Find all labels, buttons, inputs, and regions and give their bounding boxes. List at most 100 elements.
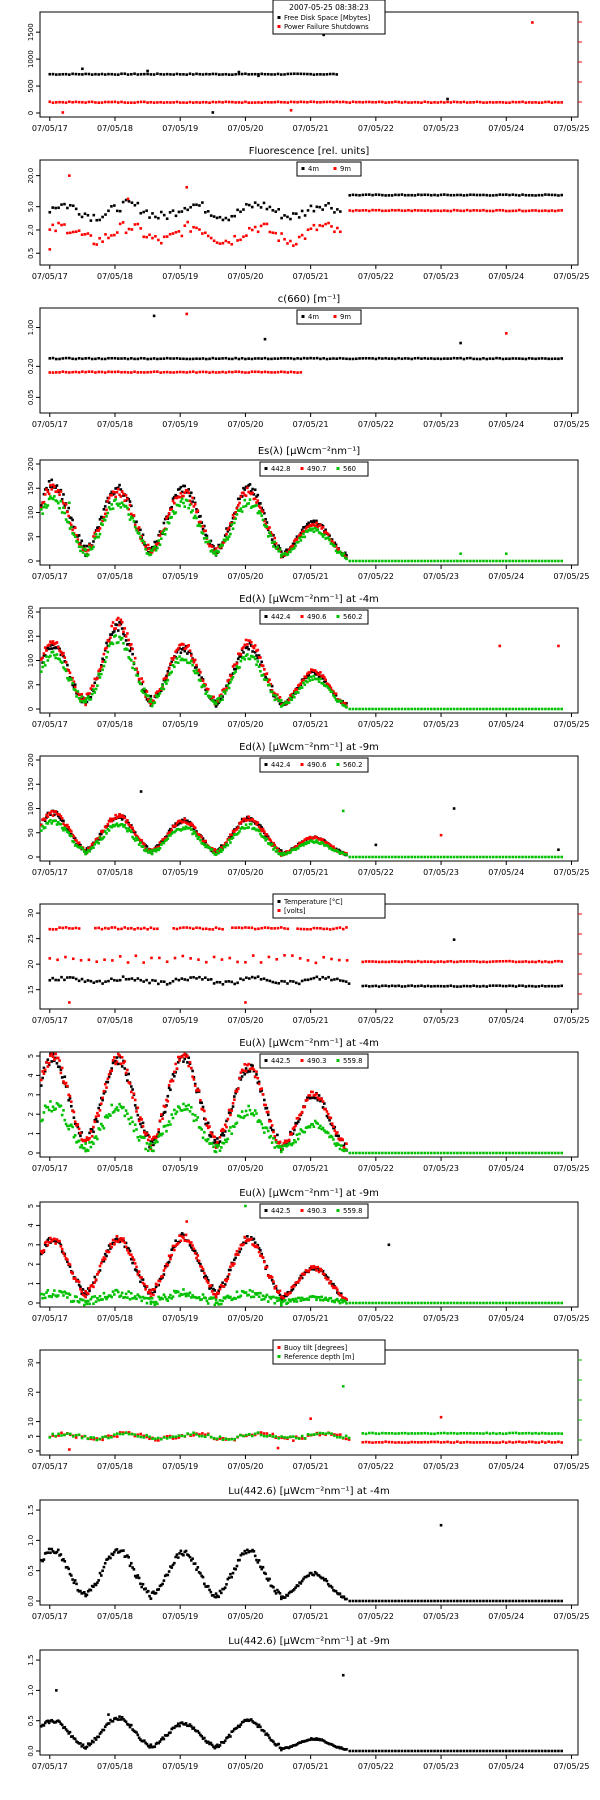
legend-marker <box>277 909 281 912</box>
data-point <box>54 1056 57 1060</box>
data-point <box>66 1258 69 1262</box>
x-tick-label: 07/05/23 <box>423 1314 459 1323</box>
x-tick-label: 07/05/18 <box>97 1164 133 1173</box>
data-point <box>85 696 89 700</box>
data-point <box>59 650 63 654</box>
data-point <box>109 1072 112 1076</box>
data-point <box>387 1151 391 1155</box>
data-point <box>225 1119 228 1123</box>
data-point <box>111 823 115 827</box>
data-point <box>368 960 371 963</box>
data-point <box>89 1127 93 1131</box>
data-point <box>109 1242 112 1246</box>
data-point <box>224 980 228 983</box>
data-point <box>120 490 124 493</box>
data-point <box>295 535 299 538</box>
data-point <box>475 960 479 963</box>
data-point <box>498 984 502 987</box>
data-point <box>137 680 141 684</box>
data-point <box>213 848 217 851</box>
y-tick-label: 30 <box>27 909 35 918</box>
data-point <box>410 209 414 213</box>
data-point <box>264 1126 267 1129</box>
data-point <box>169 1080 172 1083</box>
data-point <box>123 634 127 637</box>
data-point <box>343 1148 347 1152</box>
data-point <box>179 500 183 503</box>
legend-label: 490.6 <box>307 761 326 769</box>
data-point <box>154 850 158 853</box>
data-point <box>84 1289 87 1293</box>
data-point <box>103 1257 107 1261</box>
data-point <box>534 559 537 563</box>
data-point <box>48 100 52 104</box>
data-point <box>149 370 153 374</box>
data-point <box>221 1141 224 1145</box>
data-point <box>394 559 397 563</box>
data-point <box>195 226 198 230</box>
data-point <box>312 1094 316 1097</box>
data-point <box>238 1077 241 1080</box>
data-point <box>60 653 64 657</box>
data-point <box>132 1258 136 1262</box>
data-point <box>201 73 205 76</box>
data-point <box>298 957 302 960</box>
data-point <box>97 73 100 76</box>
data-point <box>55 641 59 644</box>
data-point <box>243 827 247 830</box>
data-point <box>105 1249 108 1253</box>
data-point <box>126 961 130 964</box>
data-point <box>475 855 479 859</box>
data-point <box>197 515 201 519</box>
data-point <box>166 514 170 518</box>
data-point <box>374 960 378 964</box>
data-point <box>304 1126 308 1130</box>
data-point <box>122 825 125 828</box>
data-point <box>436 960 440 963</box>
data-point <box>279 705 283 708</box>
data-point <box>189 824 193 827</box>
data-point <box>140 1276 144 1279</box>
data-point <box>233 1125 236 1129</box>
data-point <box>49 1100 52 1103</box>
data-point <box>266 535 270 538</box>
data-point <box>263 356 267 360</box>
data-point <box>129 830 133 834</box>
data-point <box>321 524 325 528</box>
data-point <box>252 655 256 659</box>
data-point <box>180 234 184 238</box>
data-point <box>105 500 108 503</box>
data-point <box>83 850 86 853</box>
data-point <box>259 224 263 228</box>
data-point <box>171 232 175 235</box>
data-point <box>557 959 560 963</box>
data-point <box>303 237 307 240</box>
data-point <box>226 843 230 847</box>
data-point <box>116 504 120 507</box>
data-point <box>269 839 273 842</box>
data-point <box>76 690 80 693</box>
data-point <box>478 855 482 859</box>
data-point <box>560 193 563 197</box>
data-point <box>274 547 278 550</box>
data-point <box>334 549 338 553</box>
data-point <box>103 357 107 361</box>
data-point <box>110 100 114 104</box>
data-point <box>246 1113 249 1117</box>
data-point <box>133 1104 137 1107</box>
legend-marker <box>300 467 304 470</box>
data-point <box>238 509 241 513</box>
x-tick-label: 07/05/19 <box>162 124 198 133</box>
data-point <box>145 1132 149 1135</box>
data-point <box>295 690 299 694</box>
data-point <box>201 357 205 360</box>
data-point <box>281 853 284 857</box>
y-tick-label: 25 <box>27 934 35 943</box>
data-point <box>233 830 236 833</box>
data-point <box>338 849 342 853</box>
data-point <box>249 654 253 658</box>
x-tick-label: 07/05/23 <box>423 720 459 729</box>
data-point <box>196 1259 200 1262</box>
data-point <box>116 616 120 620</box>
data-point <box>63 1082 67 1085</box>
